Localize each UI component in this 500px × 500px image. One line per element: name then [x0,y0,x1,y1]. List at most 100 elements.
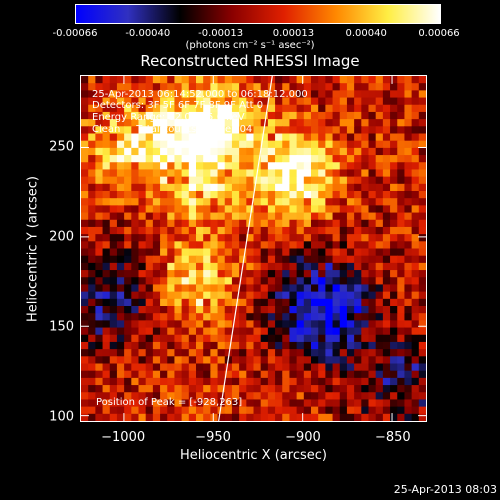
heatmap-cell [210,97,219,106]
heatmap-cell [224,90,233,99]
heatmap-cell [95,298,104,307]
heatmap-cell [167,399,176,408]
heatmap-cell [296,83,305,91]
heatmap-cell [382,413,391,421]
heatmap-cell [253,104,262,113]
heatmap-cell [296,205,305,214]
heatmap-cell [81,406,89,415]
heatmap-cell [239,341,247,350]
heatmap-cell [124,83,132,91]
heatmap-cell [152,385,161,393]
heatmap-cell [131,76,140,84]
heatmap-cell [181,341,190,350]
heatmap-cell [203,248,211,257]
heatmap-cell [368,234,377,242]
heatmap-cell [145,176,154,185]
heatmap-cell [332,76,341,84]
heatmap-cell [382,111,391,120]
heatmap-cell [131,341,140,350]
heatmap-cell [346,97,355,106]
heatmap-cell [375,111,384,120]
heatmap-cell [260,399,269,408]
heatmap-cell [167,255,176,264]
heatmap-cell [224,76,233,84]
heatmap-cell [246,349,255,357]
heatmap-cell [404,234,413,242]
heatmap-cell [311,205,319,214]
heatmap-cell [339,198,348,206]
heatmap-cell [303,370,312,379]
heatmap-cell [210,140,219,149]
heatmap-cell [296,133,305,142]
heatmap-cell [311,356,319,365]
heatmap-cell [138,349,147,357]
heatmap-cell [152,399,161,408]
heatmap-cell [131,327,140,336]
heatmap-cell [311,377,319,386]
heatmap-cell [116,262,125,271]
heatmap-cell [418,234,426,242]
heatmap-cell [181,133,190,142]
heatmap-cell [397,234,406,242]
heatmap-cell [404,377,413,386]
heatmap-cell [418,327,426,336]
heatmap-cell [102,90,111,99]
heatmap-cell [282,262,291,271]
heatmap-cell [311,169,319,178]
heatmap-cell [260,306,269,314]
heatmap-cell [303,262,312,271]
heatmap-cell [260,191,269,199]
heatmap-cell [174,191,183,199]
heatmap-cell [411,298,420,307]
heatmap-cell [368,377,377,386]
heatmap-cell [303,399,312,408]
heatmap-cell [418,198,426,206]
heatmap-cell [267,219,276,228]
heatmap-cell [375,385,384,393]
heatmap-cell [152,327,161,336]
heatmap-cell [311,133,319,142]
heatmap-cell [282,212,291,221]
heatmap-cell [375,262,384,271]
heatmap-cell [275,183,283,192]
heatmap-cell [160,191,168,199]
heatmap-cell [95,90,104,99]
heatmap-cell [253,284,262,293]
heatmap-cell [246,90,255,99]
heatmap-cell [296,334,305,343]
heatmap-cell [267,392,276,401]
heatmap-cell [397,191,406,199]
heatmap-cell [124,392,132,401]
heatmap-cell [375,291,384,300]
heatmap-cell [282,83,291,91]
heatmap-cell [382,341,391,350]
heatmap-cell [131,111,140,120]
heatmap-cell [231,198,240,206]
heatmap-cell [390,226,398,235]
heatmap-cell [188,291,197,300]
heatmap-cell [325,155,334,163]
heatmap-cell [88,162,96,171]
heatmap-cell [404,104,413,113]
heatmap-cell [282,183,291,192]
heatmap-cell [145,234,154,242]
heatmap-cell [296,176,305,185]
heatmap-cell [152,219,161,228]
heatmap-cell [375,226,384,235]
heatmap-cell [239,298,247,307]
heatmap-cell [109,140,118,149]
heatmap-cell [131,413,140,421]
heatmap-cell [188,399,197,408]
heatmap-cell [167,262,176,271]
heatmap-cell [260,234,269,242]
heatmap-cell [368,392,377,401]
heatmap-cell [152,291,161,300]
heatmap-cell [289,248,298,257]
heatmap-cell [102,270,111,278]
heatmap-cell [152,270,161,278]
heatmap-cell [152,191,161,199]
heatmap-cell [174,306,183,314]
heatmap-cell [188,248,197,257]
heatmap-cell [181,277,190,286]
heatmap-cell [354,76,362,84]
